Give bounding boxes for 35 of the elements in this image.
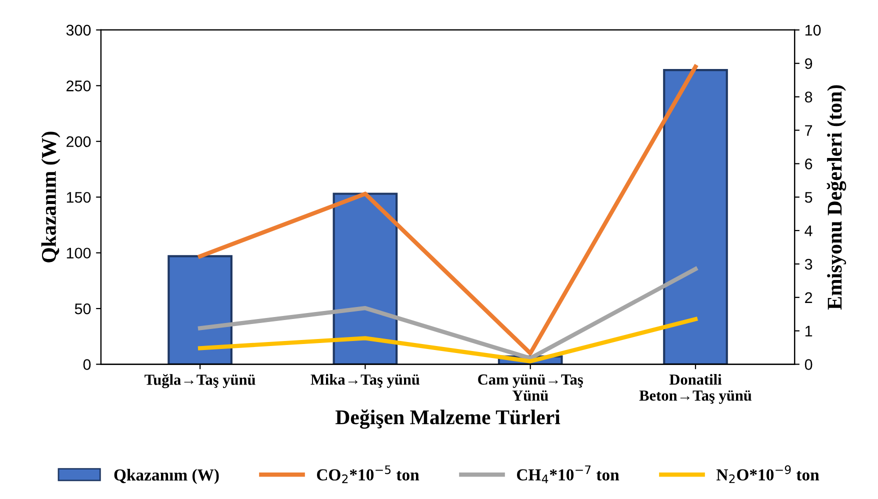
- legend-label: Qkazanım (W): [114, 468, 219, 484]
- legend-label: CO$_{2}$*10$^{−5}$ ton: [316, 465, 420, 484]
- x-tick-label: Mika→Taş yünü: [310, 374, 420, 388]
- y2-tick-label: 6: [805, 158, 812, 170]
- line-series: [198, 317, 698, 364]
- y2-axis-title: Emisyonu Değerleri (ton): [826, 85, 846, 310]
- x-tick-label: Cam yünü→Taş Yünü: [478, 374, 583, 401]
- line-series: [198, 64, 698, 356]
- y2-tick-label: 10: [805, 24, 821, 36]
- y2-tick-label: 3: [804, 258, 812, 270]
- y2-tick-label: 1: [805, 326, 812, 336]
- y2-tick-label: 4: [804, 226, 812, 236]
- y-tick-label: 300: [66, 24, 91, 36]
- x-tick-label: Tuğla→Taş yünü: [144, 374, 256, 388]
- y-tick-label: 150: [66, 192, 91, 203]
- bar: [663, 69, 728, 364]
- y2-tick-label: 2: [805, 292, 812, 303]
- y-tick-label: 0: [83, 359, 91, 370]
- y2-tick-label: 5: [804, 192, 812, 203]
- legend-label: N$_{2}$O*10$^{−9}$ ton: [716, 465, 820, 484]
- y-tick-label: 50: [74, 303, 91, 314]
- bar: [168, 255, 232, 364]
- x-tick-label: Donatili Beton→Taş yünü: [639, 374, 752, 404]
- x-axis-title: Değişen Malzeme Türleri: [336, 409, 560, 429]
- y2-tick-label: 8: [804, 92, 812, 102]
- y2-tick-label: 0: [804, 359, 812, 370]
- y2-tick-label: 9: [805, 58, 812, 70]
- y-axis-title: Qkazanım (W): [41, 132, 60, 262]
- line-series: [198, 266, 698, 360]
- bar: [332, 192, 398, 364]
- y-tick-label: 250: [66, 80, 91, 92]
- legend-label: CH$_{4}$*10$^{−7}$ ton: [516, 465, 620, 484]
- y-tick-label: 100: [66, 248, 91, 259]
- y2-tick-label: 7: [805, 125, 812, 136]
- y-tick-label: 200: [66, 136, 91, 148]
